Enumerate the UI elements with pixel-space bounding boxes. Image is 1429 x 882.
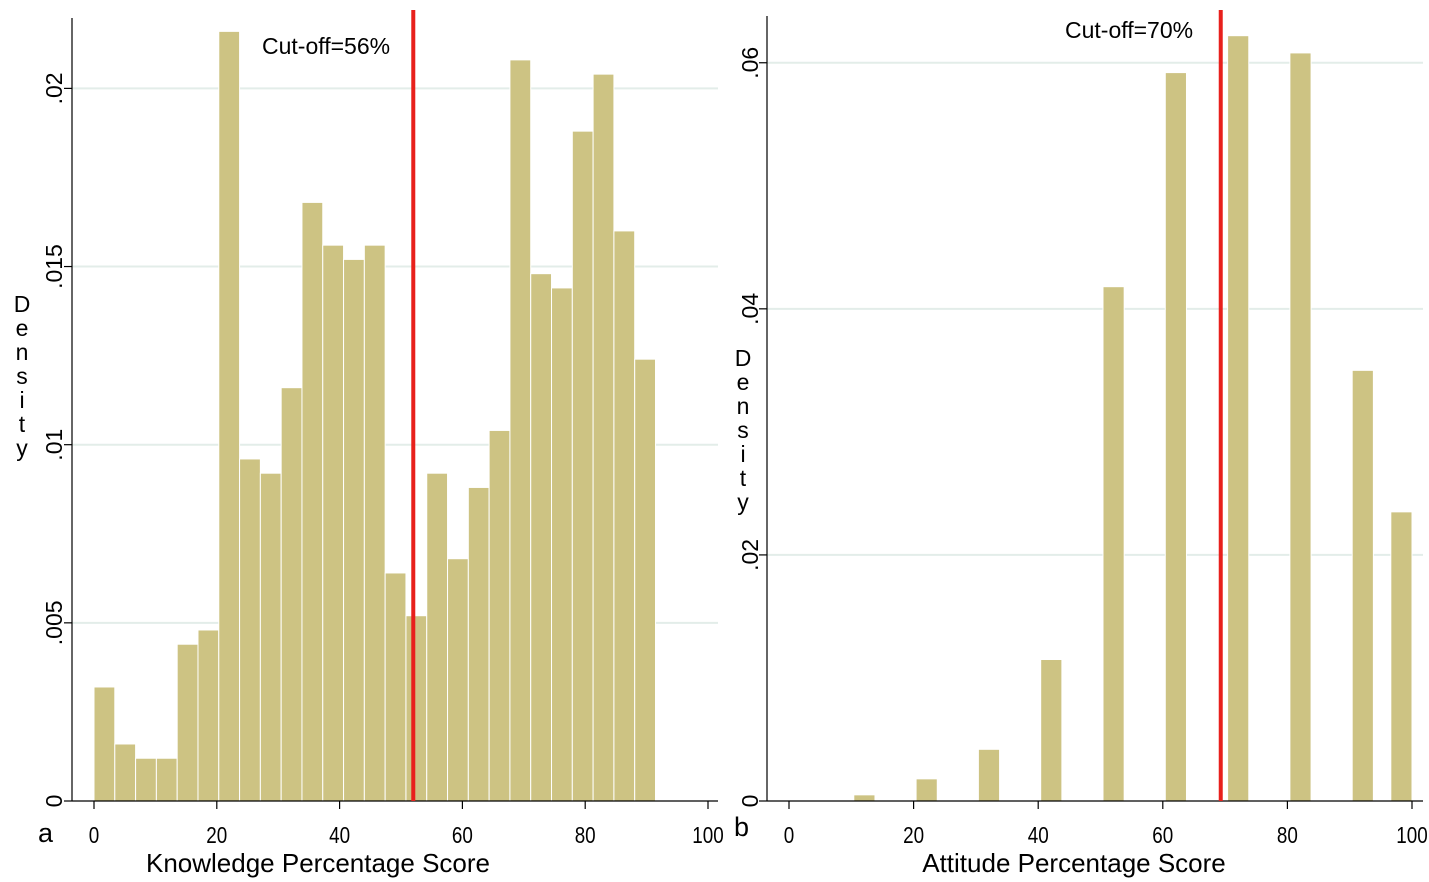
- histogram-bar: [509, 59, 532, 802]
- x-tick-label: 40: [1028, 823, 1049, 848]
- histogram-bar: [197, 629, 220, 802]
- x-tick-label: 100: [1396, 823, 1427, 848]
- y-tick-label: .015: [41, 244, 67, 289]
- y-axis-title-letter: i: [740, 441, 745, 467]
- histogram-bar: [363, 244, 386, 802]
- histogram-bar: [1040, 659, 1063, 802]
- y-axis-title-letter: s: [737, 417, 749, 443]
- histogram-bar: [322, 244, 345, 802]
- histogram-bar: [488, 429, 511, 802]
- histogram-bar: [1227, 35, 1250, 802]
- x-axis: 0 20 40 60 80 100: [72, 800, 724, 848]
- x-tick-label: 60: [452, 823, 473, 848]
- histogram-bar: [301, 201, 324, 802]
- histogram-bar: [592, 73, 615, 802]
- histogram-bar: [467, 486, 490, 802]
- panel-label: b: [734, 812, 749, 842]
- y-axis-title-letter: s: [16, 363, 28, 389]
- histogram-bar: [259, 472, 282, 802]
- histogram-bar: [551, 287, 573, 802]
- y-tick-label: .04: [737, 293, 763, 325]
- x-tick-label: 40: [329, 823, 350, 848]
- x-tick-label: 60: [1152, 823, 1173, 848]
- panel-label: a: [38, 818, 54, 848]
- histogram-bar: [977, 748, 1001, 802]
- histogram-bar: [1351, 369, 1374, 802]
- cutoff-label: Cut-off=56%: [262, 33, 390, 59]
- y-axis: 0 .02 .04 .06: [737, 16, 768, 808]
- histogram-bar: [571, 130, 594, 802]
- x-axis: 0 20 40 60 80 100: [767, 800, 1428, 848]
- histogram-bar: [1289, 52, 1312, 802]
- x-tick-label: 0: [784, 823, 794, 848]
- x-tick-label: 100: [692, 823, 723, 848]
- y-tick-label: .02: [41, 72, 67, 104]
- y-axis-title-letter: i: [19, 387, 24, 413]
- x-tick-label: 0: [89, 823, 99, 848]
- y-axis-title-letter: t: [19, 411, 26, 437]
- y-axis: 0 .005 .01 .015 .02: [41, 18, 73, 808]
- y-tick-label: 0: [737, 795, 763, 808]
- y-tick-label: .06: [737, 47, 763, 79]
- y-tick-label: .005: [41, 600, 67, 645]
- histogram-bar: [239, 458, 261, 802]
- histogram-bar: [405, 615, 428, 802]
- histogram-bar: [93, 686, 116, 802]
- y-axis-title-letter: y: [737, 489, 749, 515]
- histogram-bar: [1164, 72, 1187, 802]
- y-axis-title-letter: D: [14, 291, 31, 317]
- histogram-bars: [853, 35, 1413, 802]
- histogram-bars: [93, 30, 656, 802]
- histogram-bar: [343, 258, 365, 802]
- x-tick-label: 80: [575, 823, 596, 848]
- histogram-bar: [426, 472, 449, 802]
- y-axis-title-letter: e: [16, 315, 29, 341]
- histogram-bar: [1102, 286, 1125, 802]
- histogram-bar: [135, 757, 157, 802]
- histogram-bar: [530, 273, 553, 802]
- y-axis-title-letter: t: [740, 465, 747, 491]
- histogram-bar: [218, 30, 241, 802]
- x-tick-label: 20: [206, 823, 227, 848]
- histogram-bar: [114, 743, 137, 802]
- histogram-bar: [176, 643, 199, 802]
- histogram-bar: [853, 794, 876, 802]
- y-axis-title-letter: n: [16, 339, 29, 365]
- histogram-knowledge-panel: 0 .005 .01 .015 .02 0 20 40 60 80 100 Cut-off=56%…: [14, 10, 724, 878]
- histogram-bar: [384, 572, 407, 802]
- y-axis-title-letter: n: [737, 393, 750, 419]
- y-axis-title-letter: e: [737, 369, 750, 395]
- histogram-bar: [447, 558, 469, 802]
- cutoff-label: Cut-off=70%: [1065, 17, 1193, 43]
- histogram-bar: [1390, 511, 1413, 802]
- y-tick-label: 0: [41, 795, 67, 808]
- x-tick-label: 80: [1277, 823, 1298, 848]
- histogram-attitude-panel: 0 .02 .04 .06 0 20 40 60 80 100 Cut-off=70% Atti…: [734, 10, 1428, 878]
- x-axis-title: Attitude Percentage Score: [922, 848, 1226, 878]
- y-tick-label: .01: [41, 429, 67, 461]
- x-axis-title: Knowledge Percentage Score: [146, 848, 490, 878]
- histogram-bar: [280, 387, 303, 802]
- y-gridlines: [767, 61, 1423, 556]
- y-axis-title-letter: D: [735, 345, 752, 371]
- histogram-bar: [634, 358, 656, 802]
- y-axis-title-letter: y: [16, 435, 28, 461]
- x-tick-label: 20: [903, 823, 924, 848]
- y-tick-label: .02: [737, 539, 763, 571]
- histogram-bar: [155, 757, 178, 802]
- histogram-bar: [613, 230, 636, 802]
- histogram-bar: [915, 778, 938, 802]
